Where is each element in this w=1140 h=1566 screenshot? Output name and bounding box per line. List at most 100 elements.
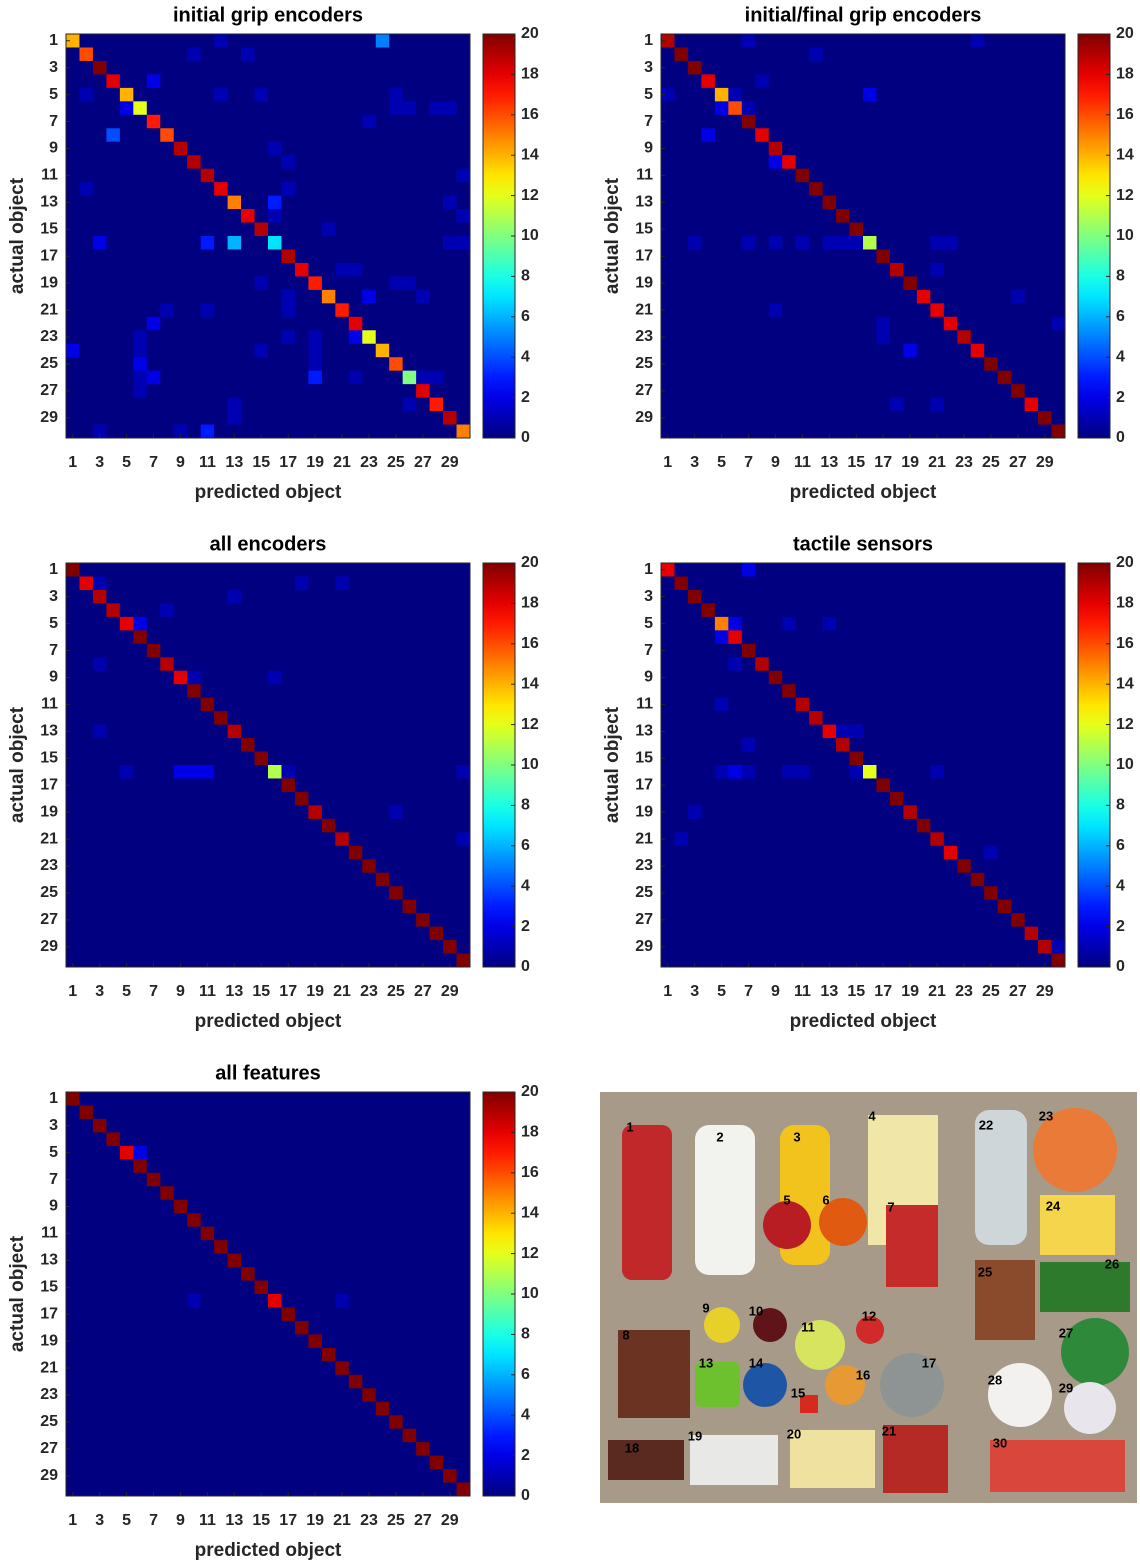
heatmap-cell [876, 792, 890, 806]
heatmap-cell [187, 236, 201, 250]
heatmap-cell [957, 630, 971, 644]
heatmap-cell [769, 330, 783, 344]
heatmap-cell [971, 859, 985, 873]
heatmap-cell [228, 101, 242, 115]
heatmap-cell [998, 47, 1012, 61]
heatmap-cell [93, 590, 107, 604]
heatmap-cell [998, 590, 1012, 604]
heatmap-cell [362, 873, 376, 887]
heatmap-cell [335, 344, 349, 358]
heatmap-cell [174, 873, 188, 887]
heatmap-cell [457, 765, 471, 779]
heatmap-cell [715, 223, 729, 237]
heatmap-cell [930, 236, 944, 250]
heatmap-cell [863, 900, 877, 914]
heatmap-cell [133, 88, 147, 102]
heatmap-cell [755, 169, 769, 183]
heatmap-cell [120, 344, 134, 358]
heatmap-cell [174, 34, 188, 48]
y-tick-label: 25 [40, 355, 58, 372]
heatmap-cell [93, 684, 107, 698]
heatmap-cell [295, 209, 309, 223]
heatmap-cell [984, 900, 998, 914]
heatmap-cell [295, 88, 309, 102]
heatmap-cell [443, 1227, 457, 1241]
heatmap-cell [349, 142, 363, 156]
heatmap-cell [160, 263, 174, 277]
heatmap-cell [944, 657, 958, 671]
heatmap-cell [769, 859, 783, 873]
heatmap-cell [823, 940, 837, 954]
heatmap-cell [782, 330, 796, 344]
heatmap-cell [268, 209, 282, 223]
heatmap-cell [823, 142, 837, 156]
heatmap-cell [416, 1267, 430, 1281]
heatmap-cell [79, 1105, 93, 1119]
heatmap-cell [106, 47, 120, 61]
heatmap-cell [147, 74, 161, 88]
heatmap-cell [403, 1092, 417, 1106]
heatmap-cell [201, 752, 215, 766]
colorbar-tick-label: 10 [521, 756, 539, 773]
heatmap-cell [917, 657, 931, 671]
heatmap-cell [255, 778, 269, 792]
heatmap-cell [971, 263, 985, 277]
heatmap-cell [836, 927, 850, 941]
heatmap-cell [930, 832, 944, 846]
heatmap-cell [755, 344, 769, 358]
heatmap-cell [362, 819, 376, 833]
heatmap-cell [890, 34, 904, 48]
heatmap-cell [79, 657, 93, 671]
colorbar-tick-label: 8 [1116, 797, 1125, 814]
heatmap-cell [971, 398, 985, 412]
x-tick-label: 3 [95, 1512, 104, 1529]
heatmap-cell [308, 1105, 322, 1119]
heatmap-cell [903, 940, 917, 954]
heatmap-cell [443, 155, 457, 169]
colorbar [1078, 563, 1110, 967]
object-number: 12 [862, 1308, 876, 1323]
heatmap-cell [674, 182, 688, 196]
heatmap-cell [106, 1186, 120, 1200]
heatmap-cell [322, 1254, 336, 1268]
heatmap-cell [201, 1442, 215, 1456]
heatmap-cell [376, 873, 390, 887]
heatmap-cell [1011, 330, 1025, 344]
heatmap-cell [133, 954, 147, 968]
heatmap-cell [214, 290, 228, 304]
heatmap-cell [241, 1159, 255, 1173]
heatmap-cell [742, 263, 756, 277]
heatmap-cell [255, 115, 269, 129]
heatmap-cell [349, 223, 363, 237]
heatmap-cell [255, 752, 269, 766]
heatmap-cell [106, 1254, 120, 1268]
heatmap-cell [295, 805, 309, 819]
heatmap-cell [389, 209, 403, 223]
heatmap-cell [281, 115, 295, 129]
heatmap-cell [944, 276, 958, 290]
heatmap-cell [376, 1469, 390, 1483]
heatmap-cell [308, 684, 322, 698]
heatmap-cell [403, 1483, 417, 1497]
heatmap-cell [389, 1429, 403, 1443]
heatmap-cell [349, 1469, 363, 1483]
heatmap-cell [214, 630, 228, 644]
heatmap-cell [281, 1334, 295, 1348]
heatmap-cell [809, 873, 823, 887]
heatmap-cell [362, 411, 376, 425]
heatmap-cell [268, 1375, 282, 1389]
heatmap-cell [809, 196, 823, 210]
heatmap-cell [971, 954, 985, 968]
heatmap-cell [443, 1375, 457, 1389]
heatmap-cell [255, 873, 269, 887]
heatmap-cell [416, 411, 430, 425]
heatmap-cell [174, 1132, 188, 1146]
heatmap-cell [998, 913, 1012, 927]
heatmap-cell [1038, 940, 1052, 954]
heatmap-cell [349, 1173, 363, 1187]
heatmap-cell [66, 900, 80, 914]
y-tick-label: 21 [635, 301, 653, 318]
heatmap-cell [903, 859, 917, 873]
heatmap-cell [187, 155, 201, 169]
heatmap-cell [335, 142, 349, 156]
